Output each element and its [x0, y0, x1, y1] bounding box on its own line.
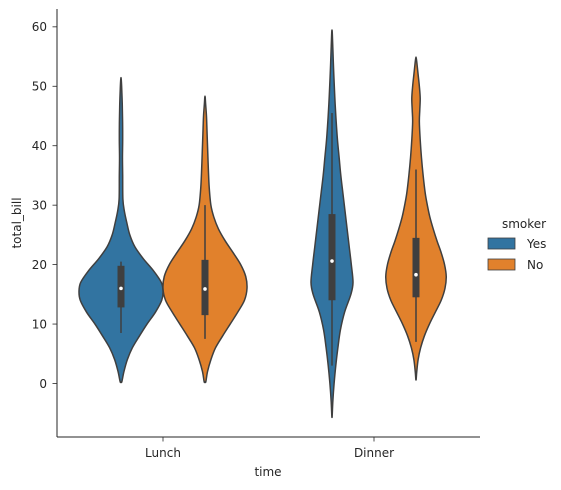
legend: smoker Yes No	[487, 217, 546, 272]
y-tick-label: 10	[32, 317, 47, 331]
iqr-box-yes-dinner	[328, 214, 336, 301]
y-tick-label: 60	[32, 20, 47, 34]
legend-swatch-no	[487, 258, 516, 271]
median-dot-no-lunch	[203, 287, 207, 291]
legend-label-no: No	[527, 258, 543, 272]
y-tick-label: 30	[32, 198, 47, 212]
x-tick-label: Dinner	[354, 446, 394, 460]
y-tick-label: 50	[32, 80, 47, 94]
legend-swatch-yes	[487, 237, 516, 250]
y-axis-ticks: 0 10 20 30 40 50 60	[32, 20, 57, 391]
legend-title: smoker	[502, 217, 546, 231]
y-tick-label: 0	[39, 377, 47, 391]
x-axis-ticks: Lunch Dinner	[145, 437, 394, 460]
iqr-box-no-dinner	[412, 237, 420, 298]
legend-label-yes: Yes	[526, 237, 546, 251]
violins	[78, 29, 447, 419]
x-axis-title: time	[254, 465, 281, 479]
violin-yes-lunch	[78, 76, 164, 384]
median-dot-yes-dinner	[330, 259, 334, 263]
median-dot-no-dinner	[414, 272, 418, 277]
y-tick-label: 40	[32, 139, 47, 153]
y-axis-title: total_bill	[10, 197, 24, 248]
y-tick-label: 20	[32, 258, 47, 272]
median-dot-yes-lunch	[119, 286, 123, 291]
x-tick-label: Lunch	[145, 446, 181, 460]
